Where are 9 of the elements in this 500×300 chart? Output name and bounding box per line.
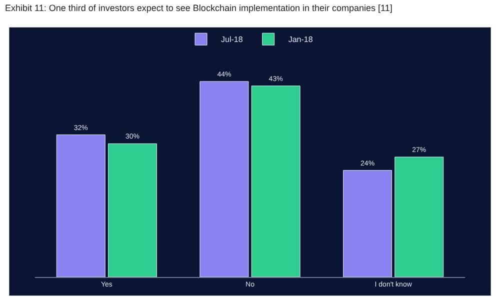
bar	[251, 86, 300, 277]
bar	[56, 134, 106, 277]
bar	[200, 81, 249, 277]
bar	[108, 143, 157, 277]
legend-label: Jul-18	[221, 35, 244, 44]
legend-label: Jan-18	[288, 35, 314, 44]
bar	[343, 170, 392, 277]
bar	[394, 156, 444, 277]
chart-title: Exhibit 11: One third of investors expect to see Blockchain implementation in their companies [11]	[5, 2, 392, 13]
